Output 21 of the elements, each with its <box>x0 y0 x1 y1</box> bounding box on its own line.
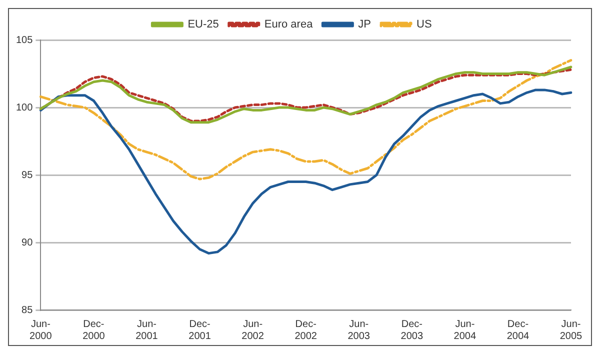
x-tick-label: Dec-2004 <box>506 318 530 342</box>
y-tick-label: 85 <box>22 304 34 316</box>
legend-label: US <box>416 18 432 31</box>
x-tick-label: Dec-2001 <box>188 318 212 342</box>
legend-label: Euro area <box>264 18 314 31</box>
legend-label: EU-25 <box>188 18 219 31</box>
y-tick-label: 95 <box>22 170 34 181</box>
line-series <box>39 59 572 180</box>
x-tick-label: Jun-2000 <box>30 318 52 342</box>
x-tick-label: Jun-2002 <box>242 318 264 342</box>
x-tick-label: Jun-2005 <box>560 318 583 342</box>
x-tick-label: Dec-2003 <box>400 318 424 342</box>
y-tick-label: 100 <box>16 102 34 114</box>
legend-label: JP <box>358 18 372 31</box>
x-tick-label: Dec-2000 <box>82 318 106 342</box>
x-tick-label: Jun-2003 <box>348 318 370 342</box>
y-tick-label: 105 <box>16 34 34 46</box>
x-tick-label: Jun-2001 <box>136 318 158 342</box>
y-tick-label: 90 <box>22 237 34 248</box>
x-tick-label: Jun-2004 <box>454 318 476 342</box>
x-tick-label: Dec-2002 <box>294 318 318 342</box>
